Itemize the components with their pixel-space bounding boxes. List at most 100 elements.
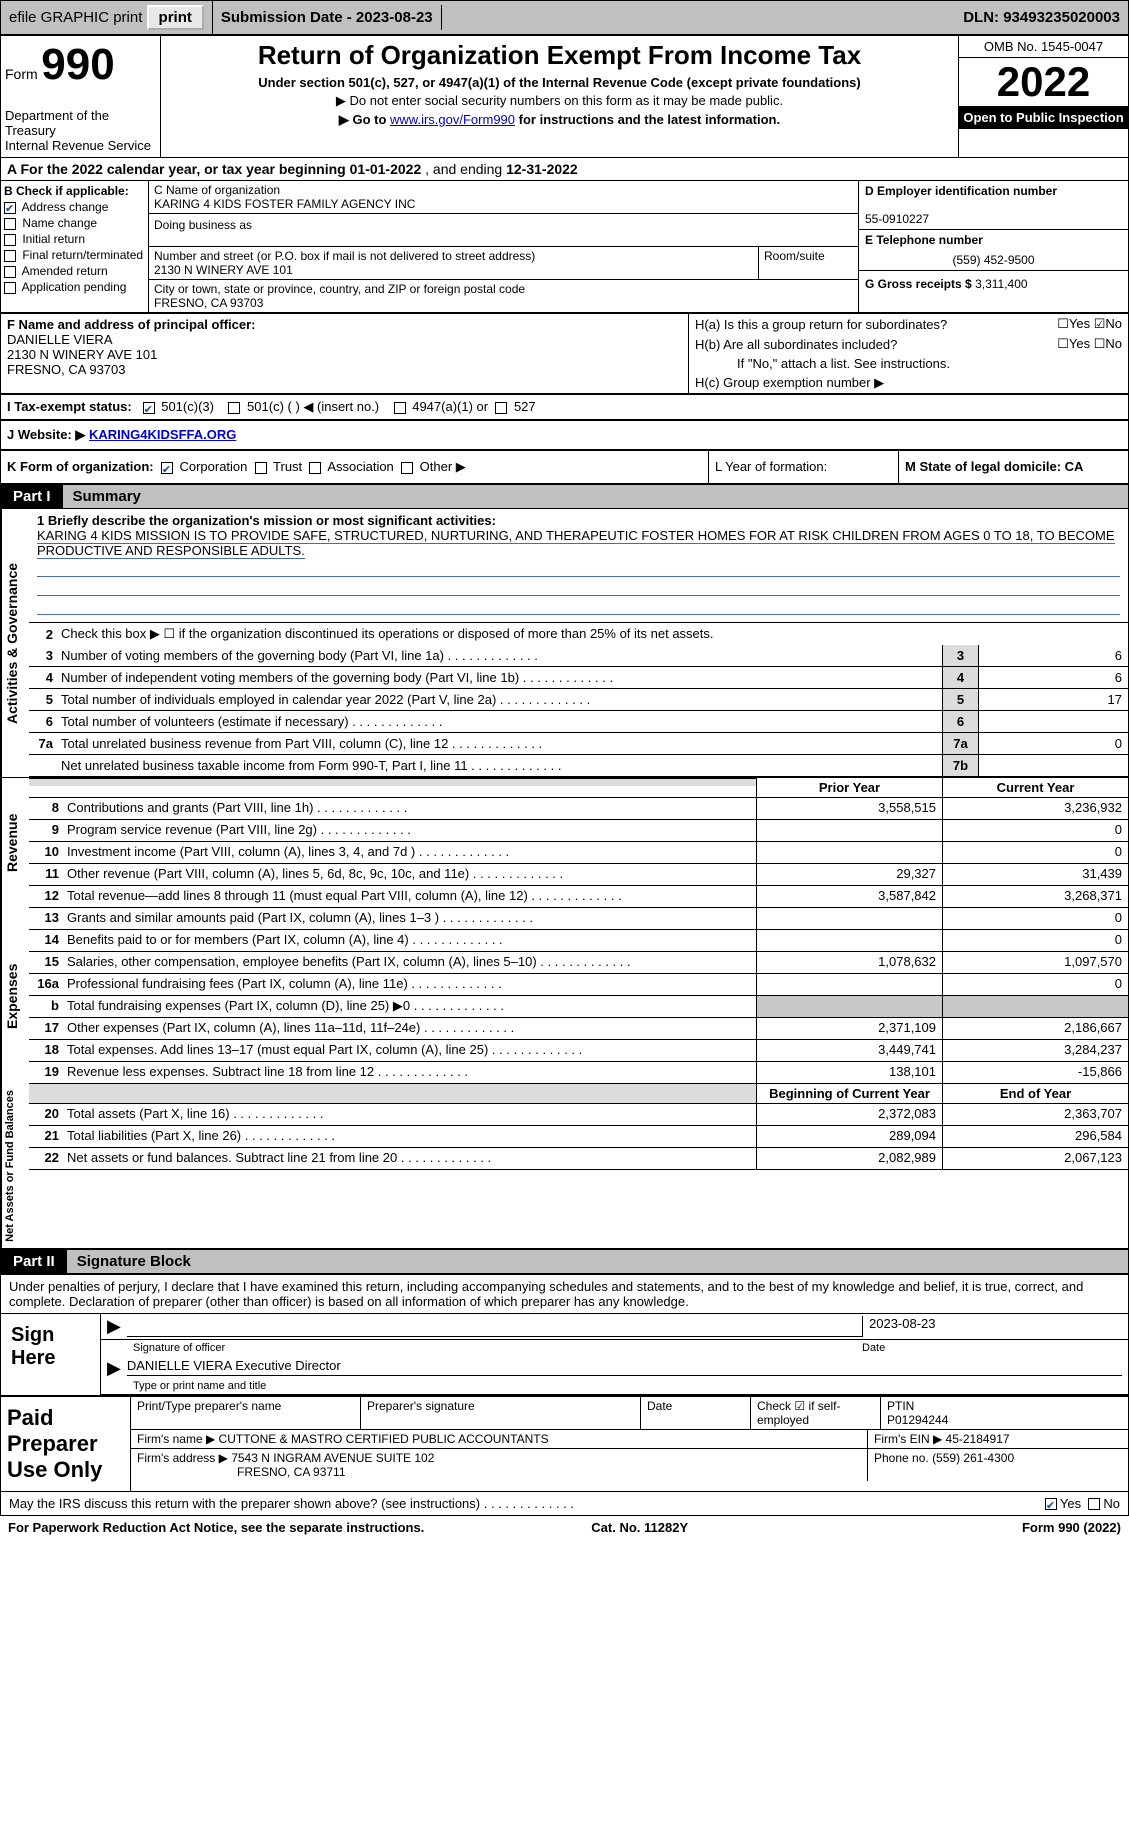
opt-corp: Corporation — [179, 459, 247, 474]
section-FH: F Name and address of principal officer:… — [0, 313, 1129, 394]
opt-4947: 4947(a)(1) or — [412, 399, 488, 414]
net-vlabel: Net Assets or Fund Balances — [1, 1084, 29, 1248]
officer-name: DANIELLE VIERA — [7, 332, 113, 347]
B-option: Application pending — [4, 280, 145, 294]
gov-line: 7aTotal unrelated business revenue from … — [29, 733, 1128, 755]
officer-addr2: FRESNO, CA 93703 — [7, 362, 126, 377]
footer-right: Form 990 (2022) — [1022, 1520, 1121, 1535]
exp-line: 18Total expenses. Add lines 13–17 (must … — [29, 1040, 1128, 1062]
K-label: K Form of organization: — [7, 459, 154, 474]
revenue-block: Revenue Prior Year Current Year 8Contrib… — [0, 777, 1129, 908]
blank-line — [37, 580, 1120, 596]
line-2-text: Check this box ▶ ☐ if the organization d… — [57, 624, 1128, 644]
chk-other[interactable] — [401, 462, 413, 474]
form-title: Return of Organization Exempt From Incom… — [165, 40, 954, 71]
prep-name-hdr: Print/Type preparer's name — [131, 1397, 361, 1429]
may-no: No — [1103, 1496, 1120, 1511]
subtitle-3: ▶ Go to www.irs.gov/Form990 for instruct… — [165, 112, 954, 128]
line-A: A For the 2022 calendar year, or tax yea… — [0, 158, 1129, 181]
header-mid: Return of Organization Exempt From Incom… — [161, 36, 958, 157]
chk-B-3[interactable] — [4, 250, 16, 262]
Ha: H(a) Is this a group return for subordin… — [689, 314, 1128, 334]
exp-line: 14Benefits paid to or for members (Part … — [29, 930, 1128, 952]
opt-other: Other ▶ — [420, 459, 466, 474]
Hb: H(b) Are all subordinates included? ☐Yes… — [689, 334, 1128, 354]
period-mid: , and ending — [425, 161, 506, 177]
gov-line: 4Number of independent voting members of… — [29, 667, 1128, 689]
chk-501c3[interactable] — [143, 402, 155, 414]
header-left: Form 990 Department of the Treasury Inte… — [1, 36, 161, 157]
website-link[interactable]: KARING4KIDSFFA.ORG — [89, 427, 236, 442]
chk-B-1[interactable] — [4, 218, 16, 230]
chk-4947[interactable] — [394, 402, 406, 414]
chk-assoc[interactable] — [309, 462, 321, 474]
subdate-value: 2023-08-23 — [356, 9, 433, 26]
B-option: Amended return — [4, 264, 145, 278]
chk-may-yes[interactable] — [1045, 1498, 1057, 1510]
Hb-note: If "No," attach a list. See instructions… — [689, 354, 1128, 373]
chk-B-2[interactable] — [4, 234, 16, 246]
opt-527: 527 — [514, 399, 536, 414]
subtitle-1: Under section 501(c), 527, or 4947(a)(1)… — [165, 75, 954, 90]
B-option: Name change — [4, 216, 145, 230]
Ha-yesno: ☐Yes ☑No — [1057, 316, 1122, 332]
part-II-badge: Part II — [1, 1250, 67, 1273]
chk-B-4[interactable] — [4, 266, 16, 278]
period-begin: 01-01-2022 — [350, 161, 422, 177]
column-B: B Check if applicable: Address change Na… — [1, 181, 149, 312]
rev-line: 12Total revenue—add lines 8 through 11 (… — [29, 886, 1128, 908]
firm-phone-label: Phone no. — [874, 1451, 932, 1465]
chk-trust[interactable] — [255, 462, 267, 474]
print-button[interactable]: print — [147, 5, 204, 30]
begin-year-hdr: Beginning of Current Year — [756, 1084, 942, 1103]
exp-line: 13Grants and similar amounts paid (Part … — [29, 908, 1128, 930]
blank-line — [37, 561, 1120, 577]
print-name-label: Type or print name and title — [133, 1380, 266, 1392]
irs-link[interactable]: www.irs.gov/Form990 — [390, 112, 515, 127]
firm-addr: 7543 N INGRAM AVENUE SUITE 102 — [231, 1451, 434, 1465]
M-state: M State of legal domicile: CA — [898, 451, 1128, 483]
opt-assoc: Association — [327, 459, 393, 474]
net-line: 20Total assets (Part X, line 16)2,372,08… — [29, 1104, 1128, 1126]
part-II-header: Part II Signature Block — [0, 1249, 1129, 1274]
chk-501c[interactable] — [228, 402, 240, 414]
open-public: Open to Public Inspection — [959, 106, 1128, 129]
header-right: OMB No. 1545-0047 2022 Open to Public In… — [958, 36, 1128, 157]
dln-label: DLN: — [963, 9, 1003, 26]
chk-corp[interactable] — [161, 462, 173, 474]
signature-block: Under penalties of perjury, I declare th… — [0, 1274, 1129, 1492]
gov-vlabel: Activities & Governance — [1, 509, 29, 777]
subtitle-2: ▶ Do not enter social security numbers o… — [165, 93, 954, 109]
no: No — [1105, 316, 1122, 331]
firm-name-row: Firm's name ▶ CUTTONE & MASTRO CERTIFIED… — [131, 1430, 1128, 1449]
net-line: 22Net assets or fund balances. Subtract … — [29, 1148, 1128, 1170]
end-year-hdr: End of Year — [942, 1084, 1128, 1103]
dept-label: Department of the Treasury Internal Reve… — [5, 108, 156, 153]
column-DEG: D Employer identification number 55-0910… — [858, 181, 1128, 312]
prep-date-hdr: Date — [641, 1397, 751, 1429]
may-discuss: May the IRS discuss this return with the… — [0, 1492, 1129, 1516]
prior-year-hdr: Prior Year — [756, 778, 942, 797]
street-value: 2130 N WINERY AVE 101 — [154, 263, 753, 277]
yes: Yes — [1069, 316, 1090, 331]
paid-preparer: Paid Preparer Use Only Print/Type prepar… — [1, 1395, 1128, 1491]
chk-may-no[interactable] — [1088, 1498, 1100, 1510]
footer-mid: Cat. No. 11282Y — [591, 1520, 688, 1535]
date-label: Date — [862, 1342, 1122, 1354]
line-J: J Website: ▶ KARING4KIDSFFA.ORG — [0, 420, 1129, 450]
L-year: L Year of formation: — [708, 451, 898, 483]
gross-value: 3,311,400 — [975, 277, 1028, 291]
ein-label: D Employer identification number — [865, 184, 1057, 198]
column-C: C Name of organization KARING 4 KIDS FOS… — [149, 181, 858, 312]
firm-ein: 45-2184917 — [946, 1432, 1010, 1446]
submission-date: Submission Date - 2023-08-23 — [213, 5, 442, 30]
chk-527[interactable] — [495, 402, 507, 414]
arrow-icon: ▶ — [107, 1316, 121, 1337]
opt-501c: 501(c) ( ) ◀ (insert no.) — [247, 399, 379, 414]
chk-B-0[interactable] — [4, 202, 16, 214]
ptin-value: P01294244 — [887, 1413, 948, 1427]
net-col-header: Beginning of Current Year End of Year — [29, 1084, 1128, 1104]
sig-officer-label: Signature of officer — [133, 1342, 862, 1354]
part-I-title: Summary — [63, 485, 151, 508]
chk-B-5[interactable] — [4, 282, 16, 294]
